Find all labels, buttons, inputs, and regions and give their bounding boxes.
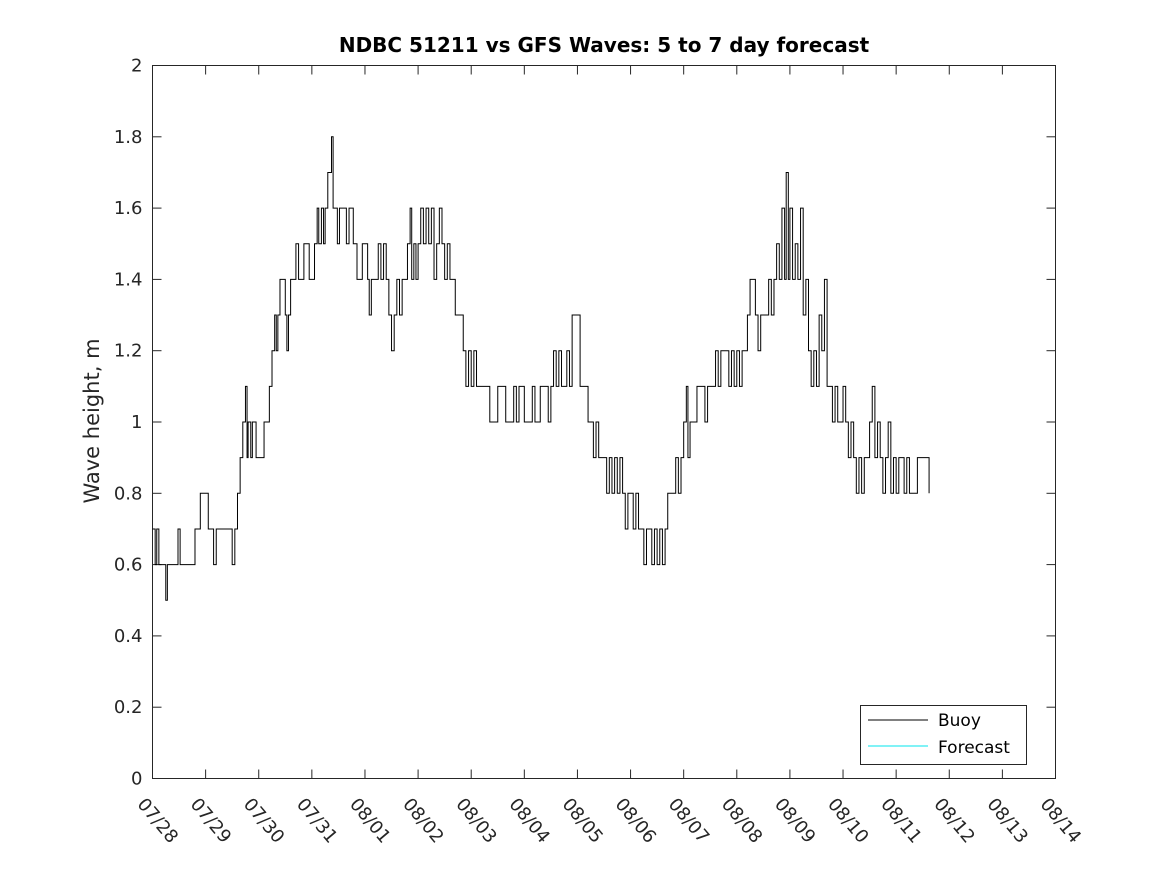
x-tick-label: 08/07: [664, 794, 713, 847]
x-tick-label: 07/29: [186, 794, 235, 847]
x-tick-label: 08/13: [983, 794, 1032, 847]
plot-area: [152, 65, 1056, 779]
x-tick-label: 07/31: [292, 794, 341, 847]
y-tick-label: 0.2: [114, 697, 143, 718]
x-tick-label: 08/09: [770, 794, 819, 847]
x-tick-label: 08/05: [558, 794, 607, 847]
y-tick-label: 0.4: [114, 626, 143, 647]
y-tick-label: 1: [131, 412, 142, 433]
chart-title: NDBC 51211 vs GFS Waves: 5 to 7 day fore…: [339, 33, 870, 57]
x-tick-label: 08/11: [876, 794, 925, 847]
legend-box: [860, 705, 1027, 765]
x-tick-label: 08/14: [1036, 794, 1085, 847]
x-tick-label: 08/08: [717, 794, 766, 847]
y-tick-label: 0.8: [114, 483, 143, 504]
x-tick-label: 08/03: [451, 794, 500, 847]
x-tick-label: 08/04: [504, 794, 553, 847]
series-layer: [152, 136, 930, 601]
x-tick-label: 07/30: [239, 794, 288, 847]
x-tick-label: 08/10: [823, 794, 872, 847]
legend-label-forecast: Forecast: [938, 738, 1010, 758]
y-tick-label: 2: [131, 56, 142, 77]
x-tick-label: 08/06: [611, 794, 660, 847]
y-axis-label: Wave height, m: [80, 338, 104, 503]
legend: Buoy Forecast: [860, 705, 1027, 765]
x-tick-label: 08/01: [345, 794, 394, 847]
y-tick-label: 0: [131, 769, 142, 790]
y-tick-label: 1.4: [114, 269, 143, 290]
x-tick-label: 08/12: [929, 794, 978, 847]
y-tick-label: 1.8: [114, 127, 143, 148]
x-tick-label: 07/28: [133, 794, 182, 847]
y-tick-label: 0.6: [114, 555, 143, 576]
y-tick-label: 1.6: [114, 198, 143, 219]
y-tick-label: 1.2: [114, 341, 143, 362]
series-line-buoy: [152, 136, 930, 601]
legend-label-buoy: Buoy: [938, 711, 981, 731]
x-tick-label: 08/02: [398, 794, 447, 847]
